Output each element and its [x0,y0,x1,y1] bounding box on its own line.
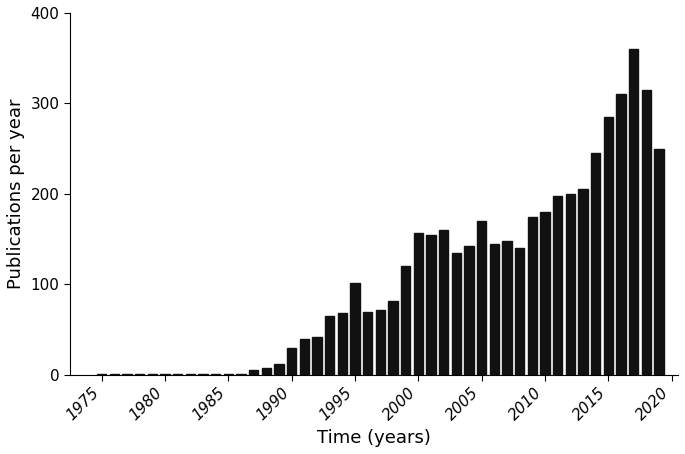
Bar [350,282,360,375]
Bar [198,374,208,375]
Bar [312,337,322,375]
Bar [147,374,157,375]
Bar [173,374,182,375]
Bar [211,374,221,375]
Bar [363,311,373,375]
Bar [477,221,486,375]
Bar [375,310,385,375]
Bar [603,117,613,375]
X-axis label: Time (years): Time (years) [317,429,431,447]
Bar [97,374,106,375]
Bar [160,374,170,375]
Bar [236,374,246,375]
Y-axis label: Publications per year: Publications per year [7,99,25,289]
Bar [325,316,334,375]
Bar [578,189,588,375]
Bar [388,301,398,375]
Bar [553,196,562,375]
Bar [591,153,601,375]
Bar [566,194,575,375]
Bar [414,233,423,375]
Bar [439,230,449,375]
Bar [110,374,119,375]
Bar [401,266,410,375]
Bar [464,246,474,375]
Bar [274,364,284,375]
Bar [262,368,271,375]
Bar [426,235,436,375]
Bar [490,244,499,375]
Bar [299,339,309,375]
Bar [135,374,145,375]
Bar [629,49,638,375]
Bar [502,241,512,375]
Bar [186,374,195,375]
Bar [287,348,297,375]
Bar [616,94,626,375]
Bar [451,253,461,375]
Bar [515,248,525,375]
Bar [223,374,233,375]
Bar [249,370,258,375]
Bar [338,313,347,375]
Bar [642,90,651,375]
Bar [122,374,132,375]
Bar [527,217,537,375]
Bar [540,212,550,375]
Bar [654,148,664,375]
